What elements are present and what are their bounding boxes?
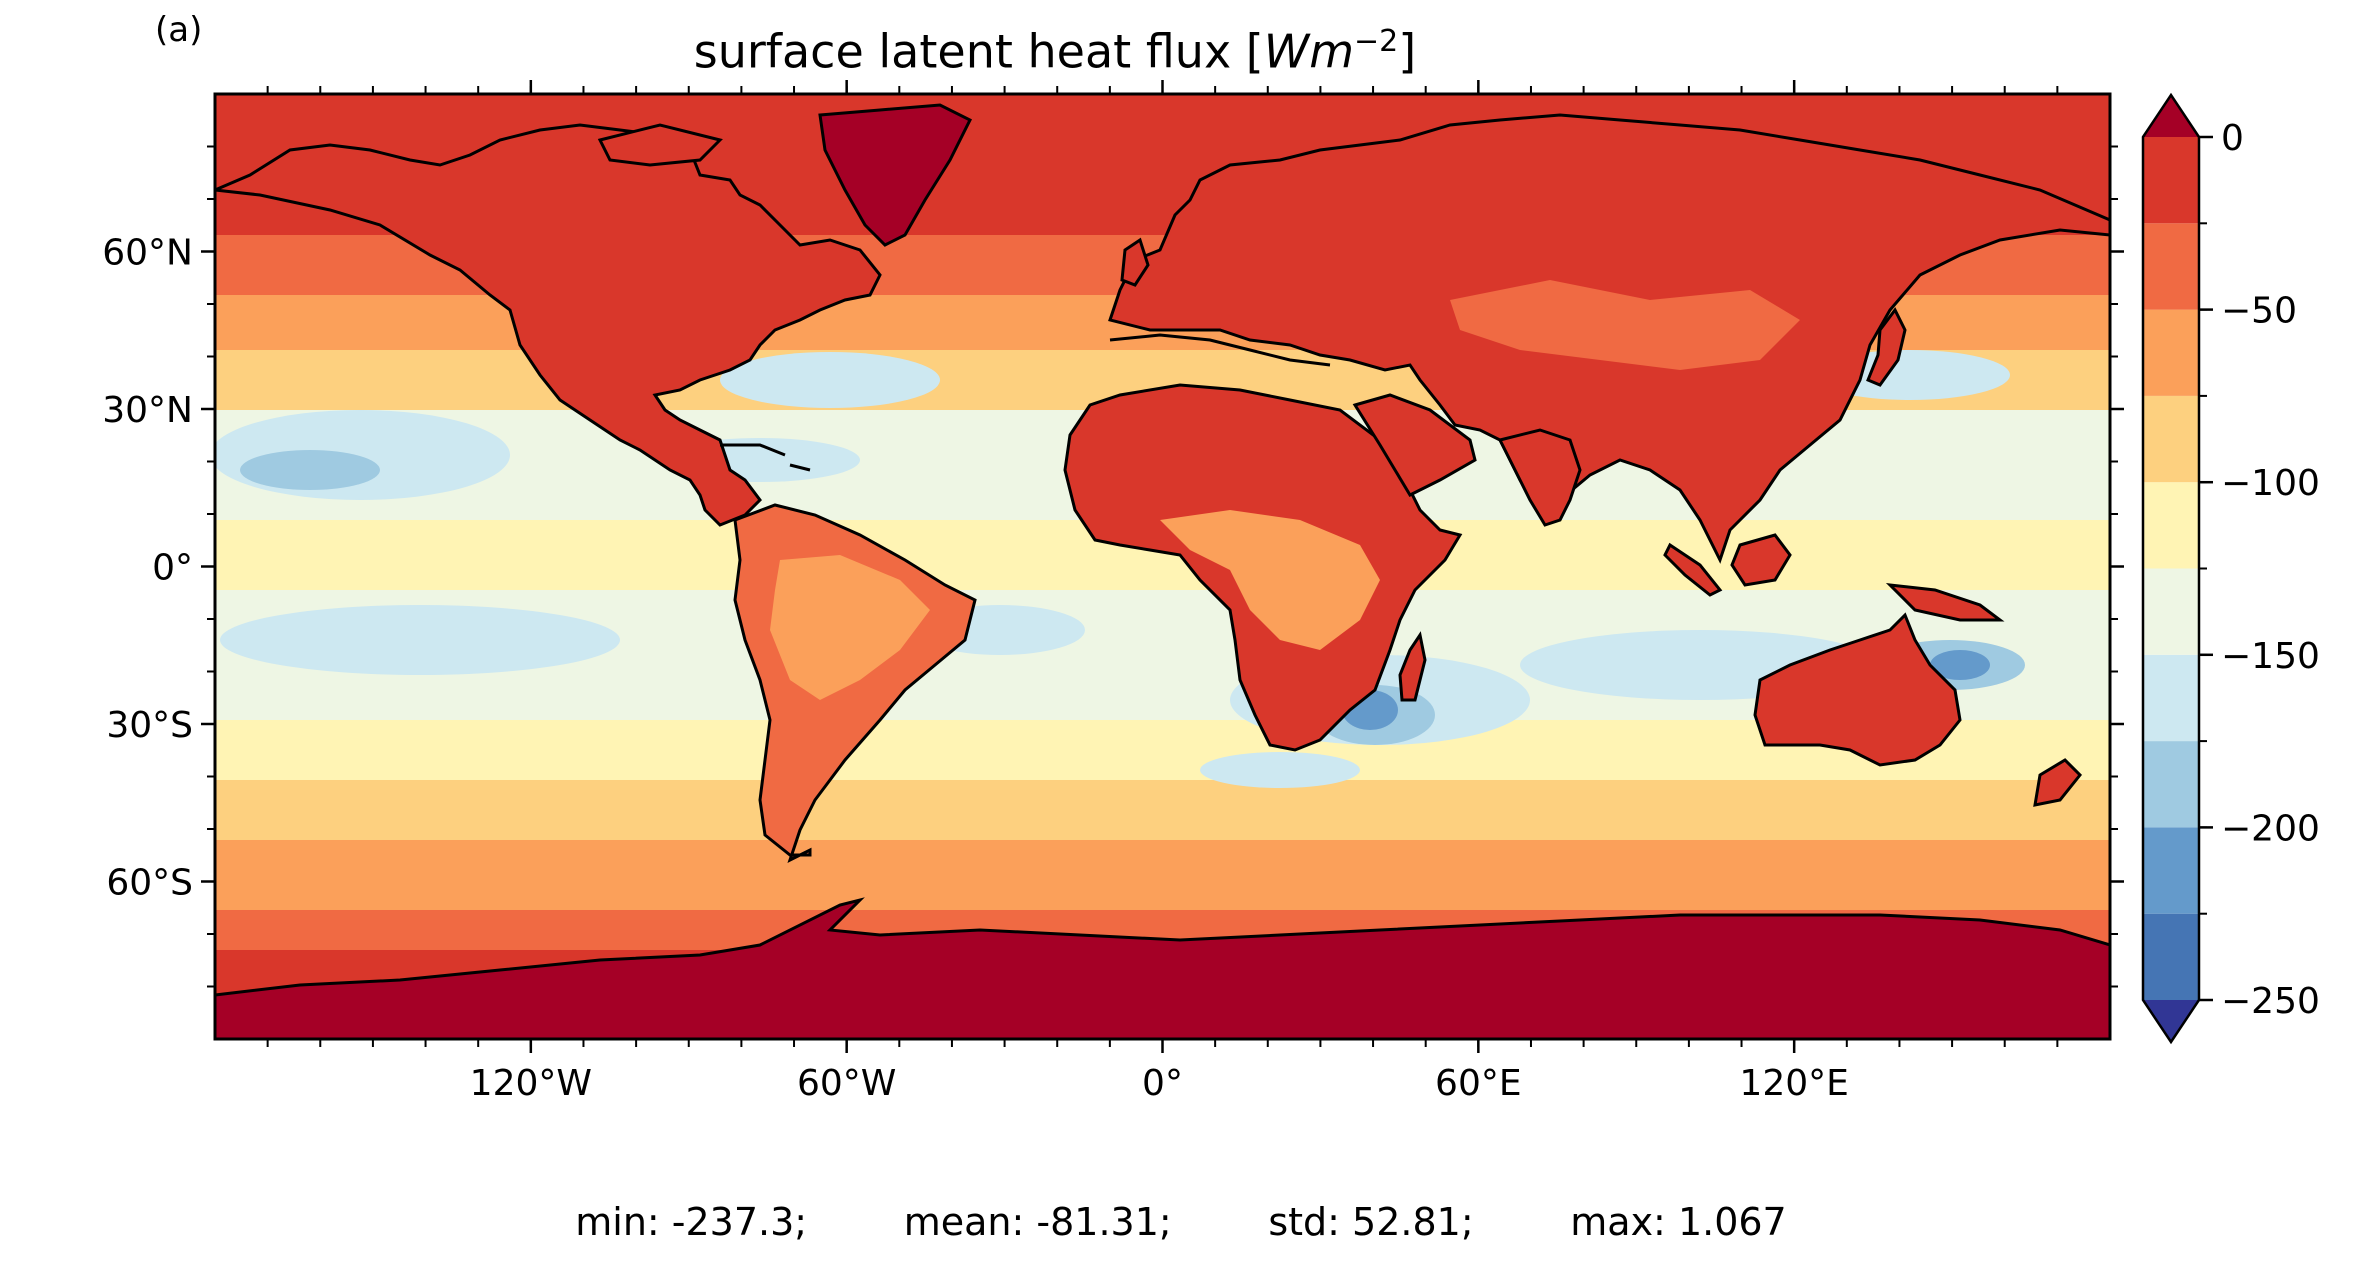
x-tick-label: 120°E <box>1739 1063 1848 1104</box>
colorbar-segment <box>2143 741 2199 828</box>
x-tick-label: 0° <box>1142 1063 1183 1104</box>
stat-min: min: -237.3; <box>575 1200 808 1244</box>
amazon-interior <box>770 555 930 700</box>
blob-gulf-stream <box>720 352 940 408</box>
title-prefix: surface latent heat flux [ <box>693 24 1264 79</box>
x-tick-label: 120°W <box>470 1063 592 1104</box>
colorbar-under-arrow <box>2143 1000 2199 1042</box>
colorbar-segment <box>2143 913 2199 1000</box>
colorbar-segment <box>2143 137 2199 224</box>
blob-east-australia-core <box>1930 650 1990 680</box>
uk-land <box>1120 237 1150 287</box>
india-land <box>1497 428 1582 527</box>
blob-north-pacific-core <box>240 450 380 490</box>
colorbar-segment <box>2143 827 2199 914</box>
north-america-land <box>215 123 882 527</box>
colorbar-over-arrow <box>2143 95 2199 137</box>
colorbar-segment <box>2143 654 2199 742</box>
australia-land <box>1753 612 1962 767</box>
blob-south-africa-east <box>1200 752 1360 788</box>
y-tick-label: 60°S <box>106 863 193 904</box>
japan-land <box>1866 307 1907 387</box>
heat-flux-field <box>215 94 2110 1039</box>
map-title: surface latent heat flux [Wm−2] <box>0 24 2110 78</box>
colorbar: 0 −50 −100 −150 −200 −250 <box>2141 92 2320 1045</box>
y-tick-label: 60°N <box>102 233 193 274</box>
siberia-interior <box>1450 280 1800 370</box>
antarctica-land <box>215 897 2110 1039</box>
colorbar-segment <box>2143 395 2199 483</box>
colorbar-tick-label: −50 <box>2221 291 2297 332</box>
colorbar-tick-label: 0 <box>2221 118 2244 159</box>
caribbean-islands-outline <box>720 443 811 472</box>
panel-label: (a) <box>155 10 203 50</box>
colorbar-tick-label: −200 <box>2221 808 2320 849</box>
stat-std: std: 52.81; <box>1268 1200 1474 1244</box>
latitude-axis: 60°N 30°N 0° 30°S 60°S <box>102 145 2124 988</box>
colorbar-tick-label: −150 <box>2221 636 2320 677</box>
central-africa-interior <box>1160 510 1380 650</box>
x-tick-label: 60°W <box>797 1063 896 1104</box>
new-zealand-land <box>2033 758 2083 807</box>
canadian-archipelago-land <box>597 123 723 167</box>
title-suffix: ] <box>1398 24 1417 79</box>
colorbar-segment <box>2143 568 2199 655</box>
colorbar-tick-label: −250 <box>2221 981 2320 1022</box>
greenland-land <box>818 103 973 247</box>
y-tick-label: 30°N <box>102 390 193 431</box>
stats-line: min: -237.3; mean: -81.31; std: 52.81; m… <box>0 1200 2362 1244</box>
colorbar-segment <box>2143 309 2199 396</box>
borneo-land <box>1730 533 1792 587</box>
colorbar-tick-label: −100 <box>2221 463 2320 504</box>
x-tick-label: 60°E <box>1435 1063 1522 1104</box>
new-guinea-land <box>1885 583 2005 622</box>
y-tick-label: 0° <box>152 548 193 589</box>
stat-max: max: 1.067 <box>1570 1200 1787 1244</box>
sumatra-land <box>1663 542 1723 597</box>
arabia-land <box>1352 393 1477 497</box>
y-tick-label: 30°S <box>106 705 193 746</box>
blob-north-pacific <box>215 410 510 500</box>
title-unit-exponent: −2 <box>1354 24 1399 59</box>
stat-mean: mean: -81.31; <box>903 1200 1172 1244</box>
blob-south-pacific <box>220 605 620 675</box>
mediterranean-outline <box>1109 333 1331 367</box>
colorbar-segment <box>2143 223 2199 310</box>
colorbar-segment <box>2143 482 2199 569</box>
title-unit: Wm <box>1263 24 1355 79</box>
longitude-axis: 120°W 60°W 0° 60°E 120°E <box>266 80 2059 1104</box>
madagascar-land <box>1398 631 1427 702</box>
band-south-temperate <box>215 780 2110 840</box>
map-plot-area: 120°W 60°W 0° 60°E 120°E 60°N 30°N 0° 30°S 60°S <box>102 80 2124 1104</box>
band-southern-ocean <box>215 840 2110 910</box>
